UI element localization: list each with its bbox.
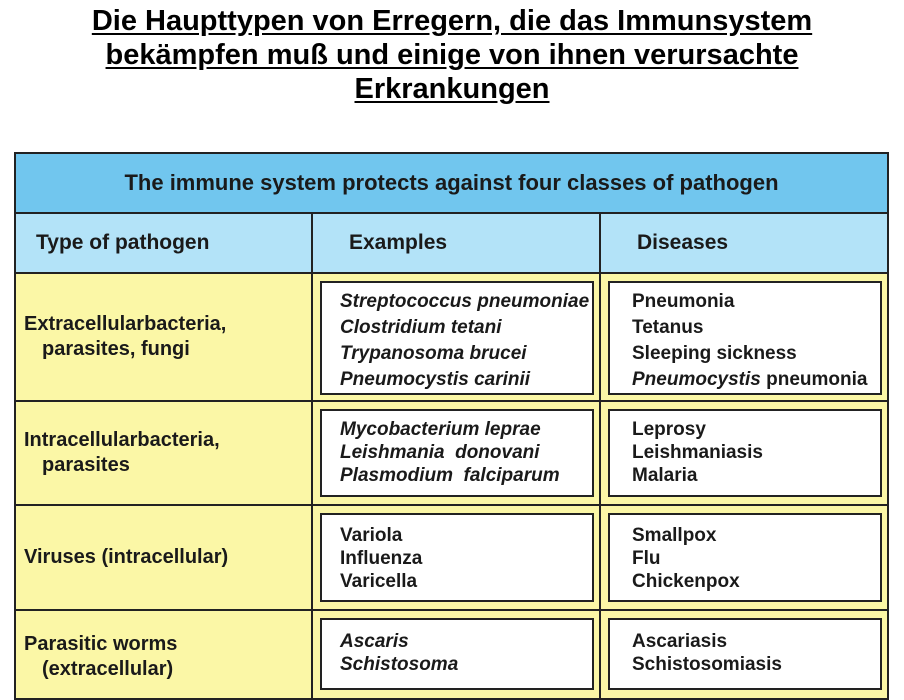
column-divider (599, 214, 601, 698)
disease-item: Smallpox (632, 525, 717, 546)
table-row-intracellular-type: Intracellularbacteria, parasites (16, 402, 311, 504)
page-title-line-1: Die Haupttypen von Erregern, die das Imm… (91, 5, 813, 37)
examples-box-worms: Ascaris Schistosoma (320, 618, 594, 690)
row-type-line: Viruses (intracellular) (24, 546, 229, 568)
disease-item-rest: pneumonia (760, 369, 868, 390)
table-row-extracellular-type: Extracellularbacteria, parasites, fungi (16, 274, 311, 400)
diseases-box-intracellular: Leprosy Leishmaniasis Malaria (608, 409, 882, 497)
example-item: Ascaris (340, 631, 409, 652)
example-item: Mycobacterium leprae (340, 419, 541, 440)
row-type-line: (extracellular) (42, 657, 174, 680)
example-item: Trypanosoma brucei (340, 343, 527, 364)
column-header-examples: Examples (349, 231, 448, 254)
example-item: Clostridium tetani (340, 317, 502, 338)
examples-box-extracellular: Streptococcus pneumoniae Clostridium tet… (320, 281, 594, 395)
disease-item-italic-part: Pneumocystis (632, 369, 761, 390)
example-item: Variola (340, 525, 403, 546)
row-type-line: Extracellularbacteria, (24, 313, 227, 335)
disease-item: Schistosomiasis (632, 654, 782, 675)
example-item: Leishmania donovani (340, 442, 540, 463)
disease-item: Tetanus (632, 317, 704, 338)
column-header-row: Type of pathogen Examples Diseases (16, 214, 887, 274)
row-divider (16, 504, 887, 506)
column-header-type: Type of pathogen (36, 231, 210, 254)
disease-item: Malaria (632, 465, 698, 486)
examples-box-intracellular: Mycobacterium leprae Leishmania donovani… (320, 409, 594, 497)
page-title-line-3: Erkrankungen (354, 73, 550, 105)
column-divider (311, 214, 313, 698)
table-row-viruses-type: Viruses (intracellular) (16, 506, 311, 609)
disease-item: Flu (632, 548, 661, 569)
example-item: Plasmodium falciparum (340, 465, 560, 486)
row-type-line: parasites (42, 454, 130, 476)
example-item: Schistosoma (340, 654, 459, 675)
row-divider (16, 400, 887, 402)
disease-item: Ascariasis (632, 631, 728, 652)
examples-box-viruses: Variola Influenza Varicella (320, 513, 594, 602)
disease-item: Pneumonia (632, 291, 735, 312)
row-type-line: Intracellularbacteria, (24, 429, 220, 451)
row-type-line: Parasitic worms (24, 632, 178, 655)
example-item: Varicella (340, 571, 418, 592)
table-row-worms-type: Parasitic worms (extracellular) (16, 611, 311, 698)
example-item: Streptococcus pneumoniae (340, 291, 590, 312)
disease-item: Leishmaniasis (632, 442, 763, 463)
column-header-diseases: Diseases (637, 231, 729, 254)
table-header: The immune system protects against four … (16, 154, 887, 214)
diseases-box-viruses: Smallpox Flu Chickenpox (608, 513, 882, 602)
example-item: Pneumocystis carinii (340, 369, 531, 390)
row-divider (16, 609, 887, 611)
disease-item: Sleeping sickness (632, 343, 797, 364)
diseases-box-worms: Ascariasis Schistosomiasis (608, 618, 882, 690)
disease-item: Leprosy (632, 419, 706, 440)
page-title-line-2: bekämpfen muß und einige von ihnen verur… (105, 39, 799, 71)
diseases-box-extracellular: Pneumonia Tetanus Sleeping sickness Pneu… (608, 281, 882, 395)
row-type-line: parasites, fungi (42, 338, 190, 360)
disease-item: Chickenpox (632, 571, 740, 592)
example-item: Influenza (340, 548, 423, 569)
disease-item-pneumocystis: Pneumocystis pneumonia (632, 367, 880, 393)
page-title: Die Haupttypen von Erregern, die das Imm… (0, 4, 904, 106)
pathogen-table: The immune system protects against four … (14, 152, 889, 700)
